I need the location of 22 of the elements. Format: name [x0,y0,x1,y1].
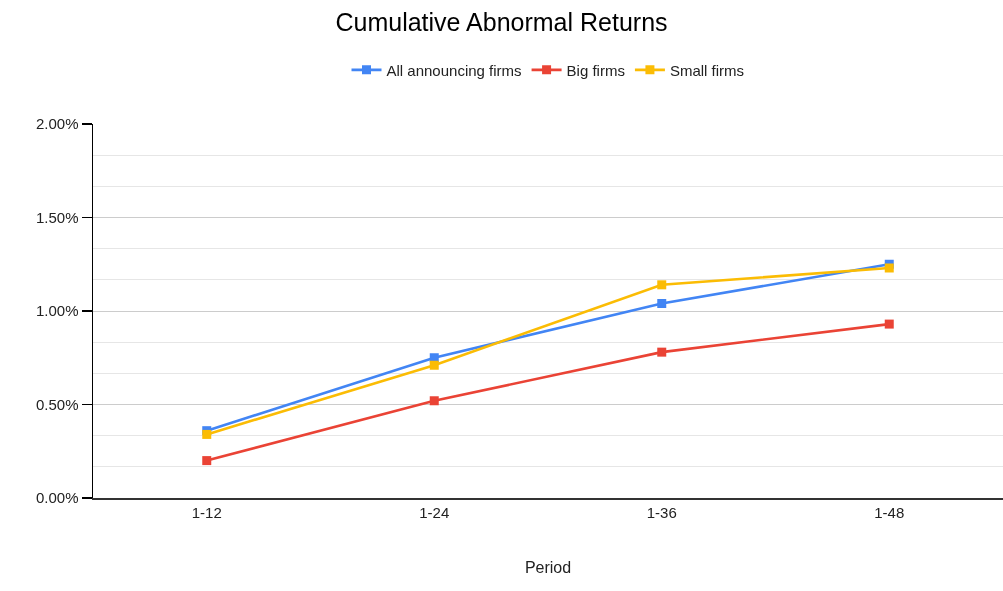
legend-label: All announcing firms [386,61,522,79]
point [657,347,667,357]
point [657,280,667,290]
point [429,396,439,406]
y-tick-label: 0.50% [35,395,79,413]
x-tick-label: 1-36 [646,503,677,521]
x-tick-label: 1-48 [874,503,905,521]
x-tick-label: 1-12 [191,503,222,521]
legend-label: Big firms [566,61,625,79]
y-tick-label: 1.50% [35,208,79,226]
point [657,299,667,309]
x-axis-title: Period [524,558,572,576]
point [202,456,212,466]
point [429,360,439,370]
y-tick-label: 0.00% [35,489,79,507]
legend-label: Small firms [669,61,745,79]
point [884,263,894,273]
chart-title: Cumulative Abnormal Returns [335,8,668,37]
y-tick-label: 2.00% [35,115,79,133]
x-tick-label: 1-24 [419,503,450,521]
point [884,319,894,329]
y-tick-label: 1.00% [35,302,79,320]
